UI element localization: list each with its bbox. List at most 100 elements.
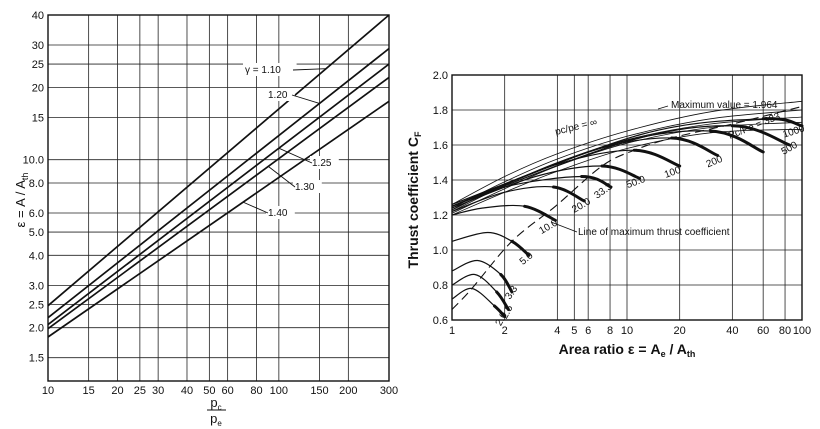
right-series-line — [451, 109, 803, 209]
right-series-line — [451, 273, 509, 310]
right-series-bold-tail — [523, 204, 557, 222]
left-xlabel-num-sub: c — [218, 403, 222, 412]
right-curve-label: 20.0 — [570, 196, 593, 215]
right-series-bold-tail — [632, 148, 682, 168]
right-series-bold-tail — [600, 164, 642, 180]
left-series-line — [47, 100, 390, 338]
left-curve-annotation: 1.25 — [312, 158, 332, 169]
right-series-line — [451, 100, 803, 205]
right-series-bold-tail — [670, 136, 720, 157]
right-curve-label: 200 — [705, 154, 725, 171]
annotation-leader-line — [550, 221, 578, 233]
left-y-tick-label: 20 — [32, 82, 44, 94]
right-curve-label: 3.3 — [503, 284, 520, 302]
right-x-tick-label: 20 — [674, 325, 686, 337]
left-y-tick-label: 6.0 — [29, 208, 44, 220]
right-series-bold-tail — [495, 290, 510, 311]
right-x-tick-label: 8 — [607, 325, 613, 337]
left-y-axis-title: ε = A / Ath — [13, 173, 30, 228]
left-curve-annotation: 1.40 — [268, 208, 288, 219]
left-annotation-bg — [310, 156, 339, 169]
right-x-tick-label: 2 — [502, 325, 508, 337]
left-chart: 10 15 20 25 30 40 50 60 80 100 150 200 300 1.5 2.0 2.5… — [13, 10, 398, 428]
right-series-bold-tail — [580, 175, 613, 189]
right-x-tick-label: 5 — [571, 325, 577, 337]
left-xlabel-den: p — [210, 411, 217, 426]
left-x-tick-label: 200 — [339, 385, 357, 397]
right-xlabel-main: Area ratio ε = A — [559, 341, 661, 357]
left-y-tick-label: 5.0 — [29, 227, 44, 239]
left-y-tick-label: 4.0 — [29, 250, 44, 262]
right-ylabel-main: Thrust coefficient C — [405, 137, 421, 268]
right-plot-frame — [451, 74, 803, 321]
left-y-tick-label: 40 — [32, 10, 44, 22]
left-x-tick-label: 60 — [222, 385, 234, 397]
left-annotation-leader — [291, 94, 320, 104]
left-curve-annotation: 1.30 — [295, 182, 315, 193]
right-series-bold-tail — [493, 304, 507, 318]
left-y-tick-label: 30 — [32, 40, 44, 52]
left-annotation-bg — [266, 206, 295, 219]
right-curve-label: 50.0 — [625, 174, 647, 191]
right-y-tick-labels: 0.6 0.8 1.0 1.2 1.4 1.6 1.8 2.0 — [433, 70, 448, 327]
right-series-bold-tail — [552, 185, 586, 203]
left-series-line — [47, 63, 390, 326]
left-xlabel-den-sub: e — [217, 419, 222, 428]
left-y-tick-label: 8.0 — [29, 178, 44, 190]
left-x-tick-label: 100 — [270, 385, 288, 397]
left-y-tick-label: 2.5 — [29, 299, 44, 311]
right-y-tick-label: 1.2 — [433, 210, 448, 222]
left-curve-annotations: γ = 1.10 1.20 1.25 1.30 1.40 — [242, 63, 339, 219]
right-xlabel-mid: / A — [666, 341, 687, 357]
left-annotation-leader — [278, 147, 313, 164]
left-annotation-bg — [266, 88, 295, 101]
left-x-tick-label: 25 — [134, 385, 146, 397]
right-series-bold-tail — [510, 239, 531, 257]
left-ylabel-main: ε = A / A — [13, 180, 28, 228]
left-x-tick-label: 10 — [42, 385, 54, 397]
left-curve-annotation: 1.20 — [268, 90, 288, 101]
right-series-line — [451, 116, 803, 212]
right-series-bold-tail — [499, 273, 514, 294]
right-x-tick-label: 100 — [793, 325, 811, 337]
left-x-tick-label: 300 — [380, 385, 398, 397]
left-y-tick-label: 3.0 — [29, 280, 44, 292]
right-series-line — [451, 121, 803, 214]
max-thrust-coefficient-line — [451, 105, 803, 310]
svg-text:ε = A / Ath: ε = A / Ath — [13, 173, 30, 228]
left-annotation-leader — [268, 166, 296, 188]
right-chart: 1 2 4 5 6 8 10 20 40 60 80 100 0.6 0.8 1.0 1.2 1.4 1.6 1.… — [405, 70, 811, 359]
right-curve-label: 33.3 — [592, 181, 615, 201]
annotation-maximum-value: Maximum value = 1.964 — [671, 100, 778, 111]
svg-text:pe: pe — [210, 411, 222, 428]
left-series-line — [47, 47, 390, 319]
right-gridlines — [451, 74, 803, 321]
right-series-bold-tail — [709, 129, 765, 154]
left-series-lines — [47, 14, 390, 338]
right-xlabel-sub1: e — [661, 349, 666, 359]
left-plot-frame — [47, 14, 390, 382]
right-y-axis-title: Thrust coefficient CF — [405, 131, 423, 268]
right-x-tick-label: 60 — [757, 325, 769, 337]
left-y-tick-label: 1.5 — [29, 353, 44, 365]
left-y-tick-labels: 1.5 2.0 2.5 3.0 4.0 5.0 6.0 8.0 10.0 15 20 25 30 40 — [23, 10, 44, 365]
right-xlabel-sub2: th — [687, 349, 696, 359]
left-x-tick-label: 80 — [250, 385, 262, 397]
left-ylabel-sub: th — [20, 173, 30, 181]
left-annotation-bg — [243, 63, 297, 76]
left-annotation-leader — [292, 68, 326, 71]
left-x-tick-label: 30 — [152, 385, 164, 397]
right-x-tick-label: 40 — [726, 325, 738, 337]
left-curve-annotation: γ = 1.10 — [245, 65, 281, 76]
right-x-tick-label: 10 — [621, 325, 633, 337]
right-x-tick-label: 4 — [554, 325, 560, 337]
right-y-tick-label: 2.0 — [433, 70, 448, 82]
right-x-axis-title: Area ratio ε = Ae / Ath — [559, 341, 696, 359]
left-x-tick-label: 40 — [181, 385, 193, 397]
left-y-tick-label: 2.0 — [29, 323, 44, 335]
svg-text:pc: pc — [210, 395, 221, 412]
left-x-tick-label: 20 — [111, 385, 123, 397]
right-x-tick-labels: 1 2 4 5 6 8 10 20 40 60 80 100 — [449, 325, 811, 337]
left-x-tick-label: 15 — [83, 385, 95, 397]
annotation-max-leader — [657, 105, 669, 110]
